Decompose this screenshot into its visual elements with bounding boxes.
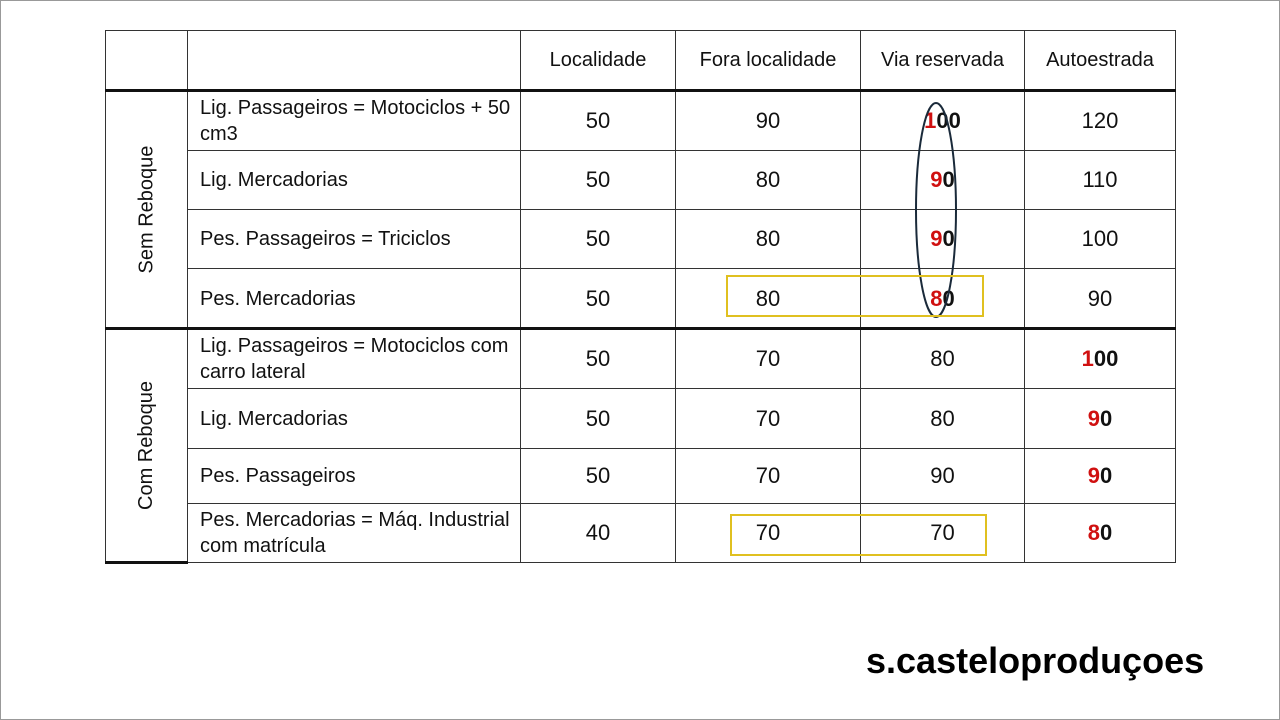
row-label: Pes. Mercadorias: [187, 268, 521, 329]
cell-text: Lig. Passageiros = Motociclos com carro …: [200, 334, 509, 383]
cell-text: 50: [585, 463, 611, 488]
header-cell: Via reservada: [860, 30, 1025, 91]
cell-text: 80: [930, 285, 955, 311]
cell-text: 90: [1087, 463, 1113, 488]
cell-text: 90: [930, 226, 955, 251]
cell-text: 80: [930, 345, 955, 371]
value-cell: 50: [520, 150, 676, 210]
cell-text: 40: [585, 520, 611, 545]
cell-text: 50: [585, 345, 611, 371]
value-cell: 90: [860, 150, 1025, 210]
value-cell: 80: [860, 268, 1025, 329]
cell-text: 90: [755, 107, 781, 133]
cell-text: 90: [930, 167, 955, 192]
value-cell: 100: [1024, 328, 1176, 389]
value-cell: 90: [860, 209, 1025, 269]
value-cell: 50: [520, 388, 676, 449]
value-cell: 50: [520, 328, 676, 389]
value-cell: 50: [520, 448, 676, 504]
rule: [105, 561, 188, 564]
value-cell: 90: [1024, 268, 1176, 329]
cell-text: 80: [930, 405, 955, 431]
row-label: Pes. Mercadorias = Máq. Industrial com m…: [187, 503, 521, 563]
group-label: Com Reboque: [105, 328, 188, 563]
cell-text: 80: [755, 226, 781, 251]
cell-text: 50: [585, 285, 611, 311]
row-label: Lig. Passageiros = Motociclos com carro …: [187, 328, 521, 389]
cell-text: 120: [1081, 107, 1119, 133]
cell-text: 100: [1081, 345, 1119, 371]
cell-text: 80: [755, 285, 781, 311]
cell-text: 70: [755, 405, 781, 431]
value-cell: 80: [1024, 503, 1176, 563]
cell-text: Com Reboque: [135, 381, 157, 510]
watermark: s.casteloproduçoes: [866, 640, 1205, 681]
value-cell: 40: [520, 503, 676, 563]
value-cell: 70: [675, 388, 861, 449]
value-cell: 80: [675, 209, 861, 269]
cell-text: 50: [585, 167, 611, 192]
rule: [105, 89, 1176, 92]
cell-text: Pes. Mercadorias: [200, 287, 356, 310]
row-label: Lig. Mercadorias: [187, 150, 521, 210]
value-cell: 50: [520, 268, 676, 329]
row-label: Lig. Mercadorias: [187, 388, 521, 449]
value-cell: 90: [1024, 448, 1176, 504]
cell-text: Pes. Passageiros = Triciclos: [200, 228, 451, 250]
value-cell: 80: [675, 150, 861, 210]
cell-text: 50: [585, 226, 611, 251]
value-cell: 90: [1024, 388, 1176, 449]
value-cell: 50: [520, 209, 676, 269]
cell-text: 70: [755, 345, 781, 371]
value-cell: 80: [860, 388, 1025, 449]
cell-text: Fora localidade: [699, 49, 837, 71]
cell-text: Pes. Passageiros: [200, 465, 356, 487]
value-cell: 70: [675, 328, 861, 389]
cell-text: 90: [1087, 285, 1113, 311]
cell-text: Pes. Mercadorias = Máq. Industrial com m…: [200, 509, 510, 557]
cell-text: 70: [755, 463, 781, 488]
cell-text: Via reservada: [880, 49, 1005, 71]
header-cell: Localidade: [520, 30, 676, 91]
value-cell: 90: [860, 448, 1025, 504]
cell-text: Sem Reboque: [135, 145, 157, 274]
group-label: Sem Reboque: [105, 90, 188, 329]
cell-text: 80: [755, 167, 781, 192]
cell-text: 70: [755, 520, 781, 545]
value-cell: 80: [675, 268, 861, 329]
value-cell: 100: [860, 90, 1025, 151]
cell-text: 80: [1087, 520, 1113, 545]
cell-text: Lig. Passageiros = Motociclos + 50 cm3: [200, 96, 511, 145]
cell-text: 90: [930, 463, 955, 488]
cell-text: Localidade: [549, 49, 647, 71]
value-cell: 70: [860, 503, 1025, 563]
value-cell: 80: [860, 328, 1025, 389]
rule: [105, 327, 1176, 330]
row-label: Pes. Passageiros = Triciclos: [187, 209, 521, 269]
cell-text: 110: [1082, 167, 1118, 192]
row-label: Lig. Passageiros = Motociclos + 50 cm3: [187, 90, 521, 151]
cell-text: 50: [585, 107, 611, 133]
header-cell: Autoestrada: [1024, 30, 1176, 91]
value-cell: 100: [1024, 209, 1176, 269]
value-cell: 70: [675, 448, 861, 504]
value-cell: 110: [1024, 150, 1176, 210]
cell-text: Autoestrada: [1046, 49, 1154, 71]
cell-text: 70: [930, 520, 955, 545]
header-cell: [187, 30, 521, 91]
value-cell: 50: [520, 90, 676, 151]
value-cell: 90: [675, 90, 861, 151]
cell-text: 90: [1087, 405, 1113, 431]
header-cell: Fora localidade: [675, 30, 861, 91]
value-cell: 120: [1024, 90, 1176, 151]
row-label: Pes. Passageiros: [187, 448, 521, 504]
value-cell: 70: [675, 503, 861, 563]
header-cell: [105, 30, 188, 91]
cell-text: 50: [585, 405, 611, 431]
cell-text: 100: [924, 107, 961, 133]
cell-text: Lig. Mercadorias: [200, 407, 348, 430]
cell-text: Lig. Mercadorias: [200, 169, 348, 191]
cell-text: 100: [1081, 226, 1119, 251]
